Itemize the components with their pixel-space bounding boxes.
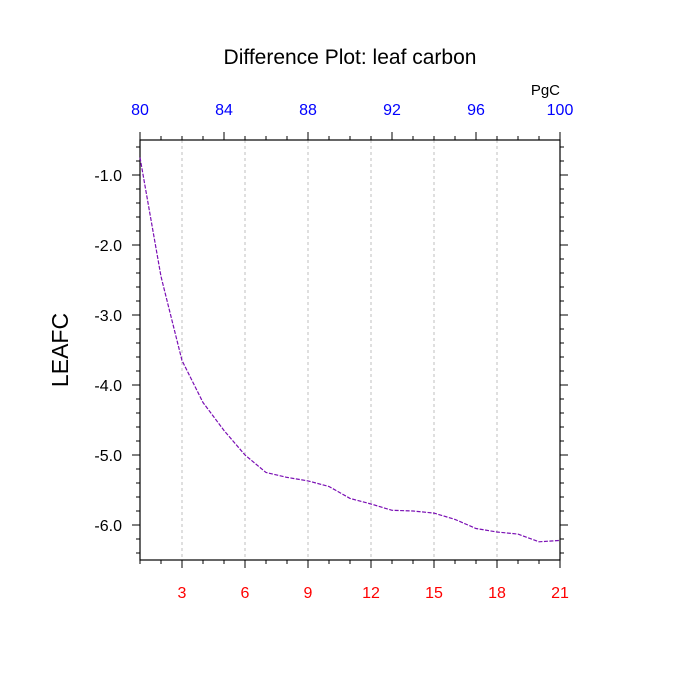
tick-labels: 3 6 9 12 15 18 21 80 84 88 92 96 100 -1.0 -2.0 -3.0 -4.0… — [94, 102, 573, 602]
y-tick-label: -5.0 — [94, 448, 122, 465]
x-tick-label: 3 — [178, 585, 187, 602]
axis-ticks — [132, 132, 568, 568]
y-tick-label: -4.0 — [94, 378, 122, 395]
y-axis-label: LEAFC — [47, 313, 73, 387]
top-tick-label: 88 — [299, 102, 317, 119]
top-tick-label: 92 — [383, 102, 401, 119]
y-tick-label: -6.0 — [94, 518, 122, 535]
grid-lines — [181, 140, 498, 560]
x-tick-label: 15 — [425, 585, 443, 602]
top-tick-label: 96 — [467, 102, 485, 119]
top-axis-unit-label: PgC — [531, 82, 560, 99]
x-tick-label: 9 — [304, 585, 313, 602]
x-tick-label: 6 — [241, 585, 250, 602]
series-layer — [139, 157, 561, 543]
top-tick-label: 100 — [547, 102, 574, 119]
x-tick-label: 21 — [551, 585, 569, 602]
y-tick-label: -1.0 — [94, 168, 122, 185]
top-tick-label: 84 — [215, 102, 233, 119]
chart-title: Difference Plot: leaf carbon — [224, 46, 477, 69]
x-tick-label: 12 — [362, 585, 380, 602]
top-tick-label: 80 — [131, 102, 149, 119]
y-tick-label: -3.0 — [94, 308, 122, 325]
y-tick-label: -2.0 — [94, 238, 122, 255]
series-line — [139, 157, 561, 543]
x-tick-label: 18 — [488, 585, 506, 602]
